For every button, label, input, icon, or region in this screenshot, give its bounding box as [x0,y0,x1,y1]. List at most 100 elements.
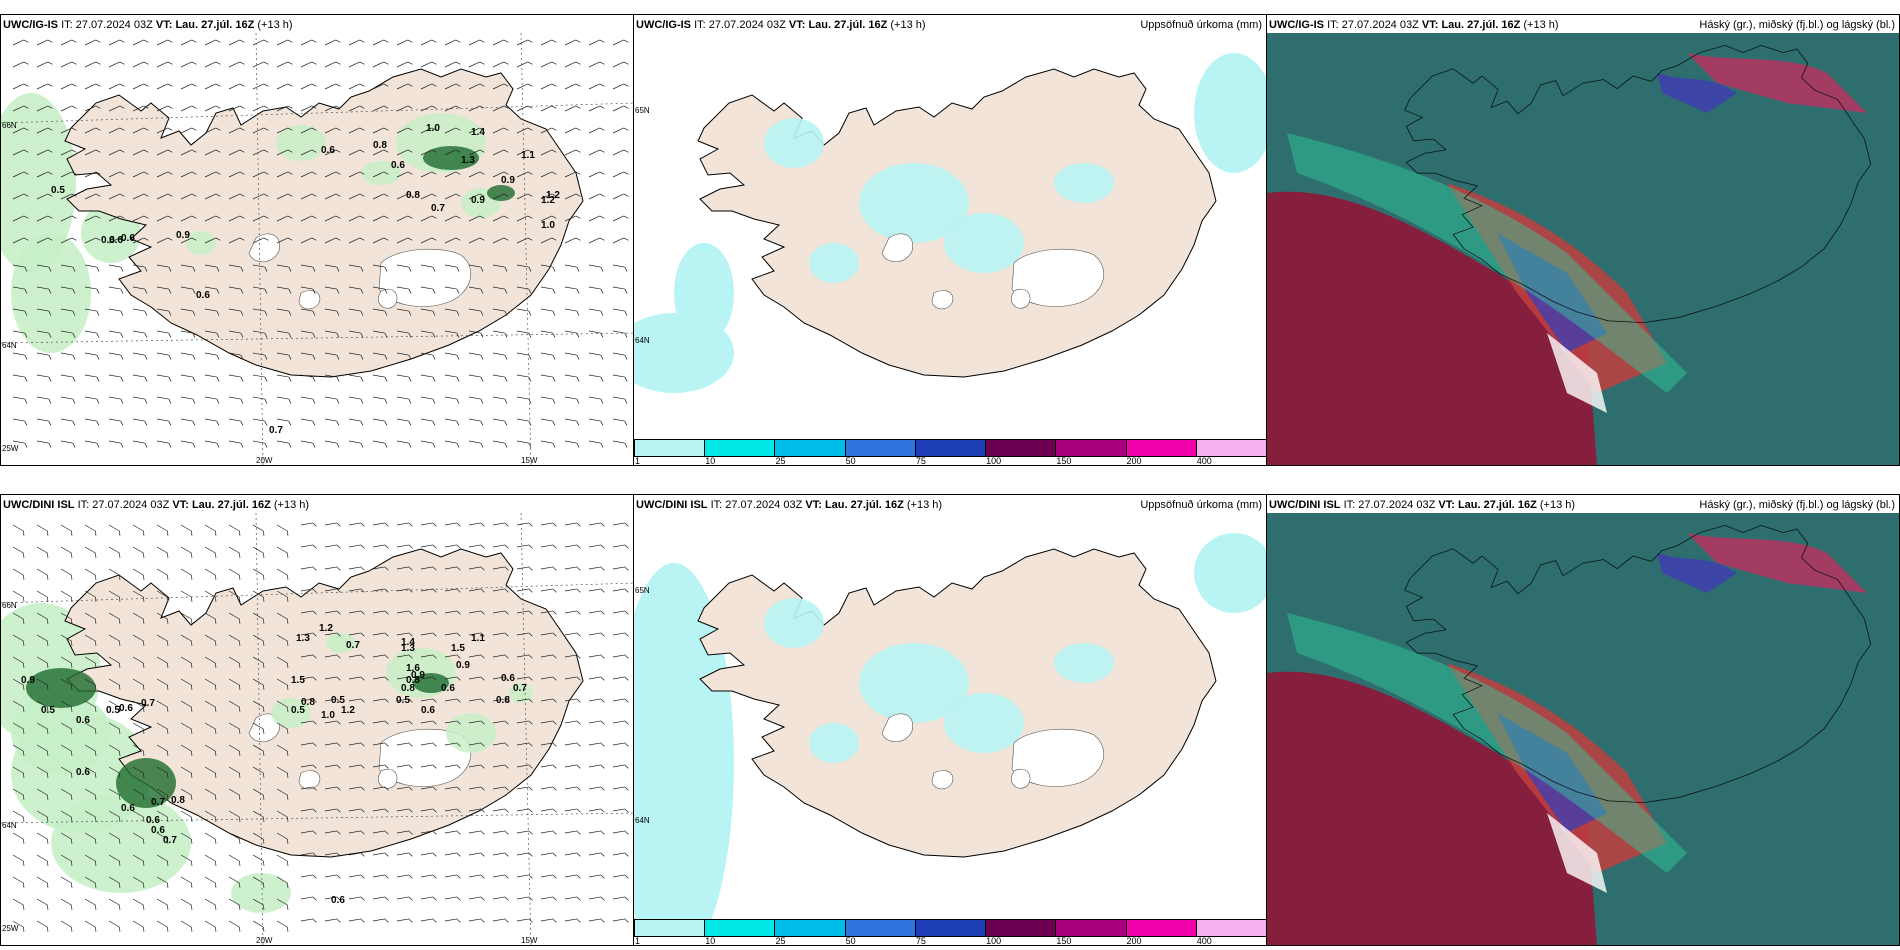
wind-barb [36,330,52,338]
wind-barb [492,808,509,813]
it-value: 27.07.2024 03Z [725,499,803,511]
wind-barb [372,352,388,360]
wind-barb [420,237,437,244]
wind-barb [396,396,412,404]
wind-barb [396,264,412,272]
colorbar-tick-label: 10 [705,936,716,946]
wind-barb [36,788,49,801]
wind-barb [156,546,169,559]
wind-barb [108,440,124,448]
wind-barb [108,612,121,625]
wind-barb [516,61,533,68]
wind-barb [468,632,485,637]
wind-barb [396,374,412,382]
wind-barb [612,654,629,659]
wind-barb [372,418,388,426]
accum-map[interactable]: 65N 64N [634,513,1267,921]
wind-barb [156,61,173,68]
wind-barb [276,83,293,90]
wind-barb [228,920,241,933]
wind-barb [372,522,389,527]
iceland-outline [64,68,584,378]
it-value: 27.07.2024 03Z [92,499,170,511]
wind-barb [324,237,341,244]
it-value: 27.07.2024 03Z [708,19,786,31]
wind-barb [36,854,49,867]
wind-barb [252,546,265,559]
wind-barb [12,193,29,200]
colorbar-tick-label: 400 [1196,936,1212,946]
wind-barb [180,766,193,779]
wind-barb [540,61,557,68]
lat-label: 65N [635,106,650,115]
wind-barb [180,678,193,691]
wind-barb [540,720,557,725]
wind-barb [228,396,244,404]
wind-barb [204,215,221,222]
wind-barb [396,440,412,448]
wind-barb [276,634,289,647]
wind-barb [516,418,532,426]
it-label: IT: [1343,499,1356,511]
latitude-line [1,332,633,344]
wind-barb [204,171,221,178]
cloud-map[interactable] [1267,33,1900,466]
precip-value-label: 0.7 [151,797,165,808]
wind-barb [468,39,485,46]
wind-barb [180,83,197,90]
wind-barb [564,896,581,901]
wind-barb [36,700,49,713]
low-cloud-area [1687,533,1867,593]
wind-barb [12,810,25,823]
wind-barb [468,418,484,426]
wind-barb [588,918,605,923]
wind-barb [396,330,412,338]
wind-barb [60,237,77,244]
wind-barb [300,786,317,791]
precip-value-label: 0.6 [76,767,90,778]
cloud-map[interactable] [1267,513,1900,946]
wind-barb [588,588,605,593]
wind-barb [84,634,97,647]
precip-value-label: 0.6 [391,160,405,171]
wind-barb [60,193,77,200]
wind-barb [444,720,461,725]
wind-barb [324,874,341,879]
clear-sky-area [1547,813,1607,893]
wind-barb [612,308,628,316]
lat-label: 64N [635,336,650,345]
wind-barb [60,440,76,448]
wind-barb [372,171,389,178]
wind-barb [564,286,580,294]
wind-barb [252,127,269,134]
wind-barb [156,418,172,426]
wind-barb [492,171,509,178]
panel-header: UWC/IG-IS IT: 27.07.2024 03Z VT: Lau. 27… [3,17,629,33]
wind-barb [12,237,29,244]
wind-barb [348,193,365,200]
lon-label: 15W [521,456,538,465]
wind-barb [492,39,509,46]
wind-barb [228,634,241,647]
wind-barb [564,742,581,747]
wind-barb [36,215,53,222]
wind-barb [444,808,461,813]
wind-barb [492,418,508,426]
wind-barb [420,786,437,791]
colorbar-swatch [914,919,987,937]
wind-barb [204,634,217,647]
wind-barb [204,524,217,537]
wind-barb [204,374,220,382]
wind-barb [132,612,145,625]
low-cloud-area [1267,191,1597,465]
wind-barb [396,676,413,681]
wind-barb [84,854,97,867]
wind-barb [252,149,269,156]
accum-map[interactable]: 65N 64N [634,33,1267,441]
wind-barb [204,39,221,46]
wind-barb [180,237,197,244]
wind-barb [12,898,25,911]
wind-barb [276,286,292,294]
